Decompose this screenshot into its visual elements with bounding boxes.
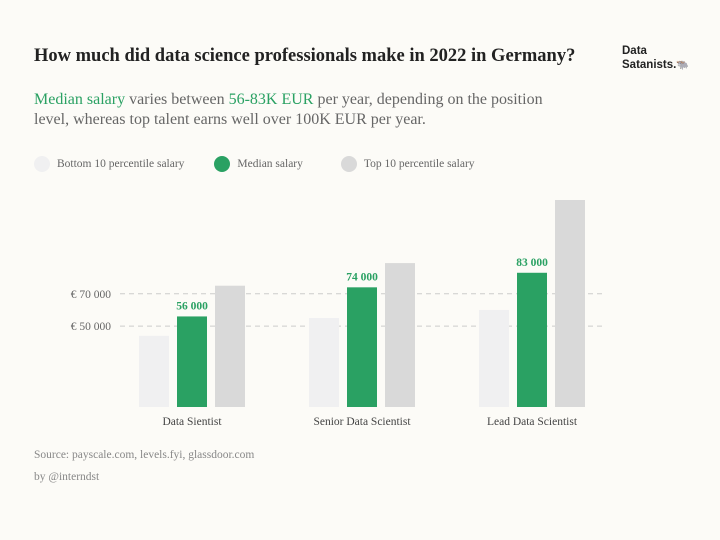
legend-label-bottom: Bottom 10 percentile salary xyxy=(57,158,185,170)
legend-label-median: Median salary xyxy=(237,158,303,170)
bar-median xyxy=(177,316,207,407)
bar-bottom xyxy=(139,335,169,407)
chart-subtitle: Median salary varies between 56-83K EUR … xyxy=(34,90,574,130)
y-tick-label: € 70 000 xyxy=(71,289,112,301)
subtitle-text: varies between xyxy=(125,91,229,108)
y-tick-label: € 50 000 xyxy=(71,321,112,333)
subtitle-highlight-range: 56-83K EUR xyxy=(228,91,314,108)
data-label: 74 000 xyxy=(346,271,378,283)
legend-swatch-bottom xyxy=(34,156,50,172)
x-category-label: Data Sientist xyxy=(162,416,222,428)
author-credit: by @interndst xyxy=(34,471,100,483)
x-category-label: Senior Data Scientist xyxy=(313,416,411,428)
legend-label-top: Top 10 percentile salary xyxy=(363,158,475,170)
legend-item-median: Median salary xyxy=(214,156,303,172)
legend-swatch-median xyxy=(214,156,231,172)
brand-logo: Data Satanists.🐃 xyxy=(622,44,689,73)
bar-median xyxy=(347,287,377,407)
legend-item-top: Top 10 percentile salary xyxy=(340,156,475,172)
brand-line-1: Data xyxy=(622,45,647,57)
bar-top xyxy=(215,285,245,407)
source-note: Source: payscale.com, levels.fyi, glassd… xyxy=(34,449,255,461)
bar-median xyxy=(517,272,547,407)
bar-bottom xyxy=(309,318,339,407)
legend-swatch-top xyxy=(340,156,357,172)
chart-legend: Bottom 10 percentile salary Median salar… xyxy=(34,156,505,172)
chart-title: How much did data science professionals … xyxy=(34,46,576,66)
legend-item-bottom: Bottom 10 percentile salary xyxy=(34,156,184,172)
data-label: 83 000 xyxy=(516,257,548,269)
bar-top xyxy=(555,200,585,407)
bar-top xyxy=(385,263,415,407)
brand-line-2: Satanists.🐃 xyxy=(622,59,689,71)
data-label: 56 000 xyxy=(176,300,208,312)
subtitle-text: per year, depending on the position leve… xyxy=(34,91,543,128)
x-category-label: Lead Data Scientist xyxy=(487,416,578,428)
bison-icon: 🐃 xyxy=(676,60,689,71)
subtitle-highlight-median: Median salary xyxy=(34,91,126,108)
bar-bottom xyxy=(479,309,509,407)
